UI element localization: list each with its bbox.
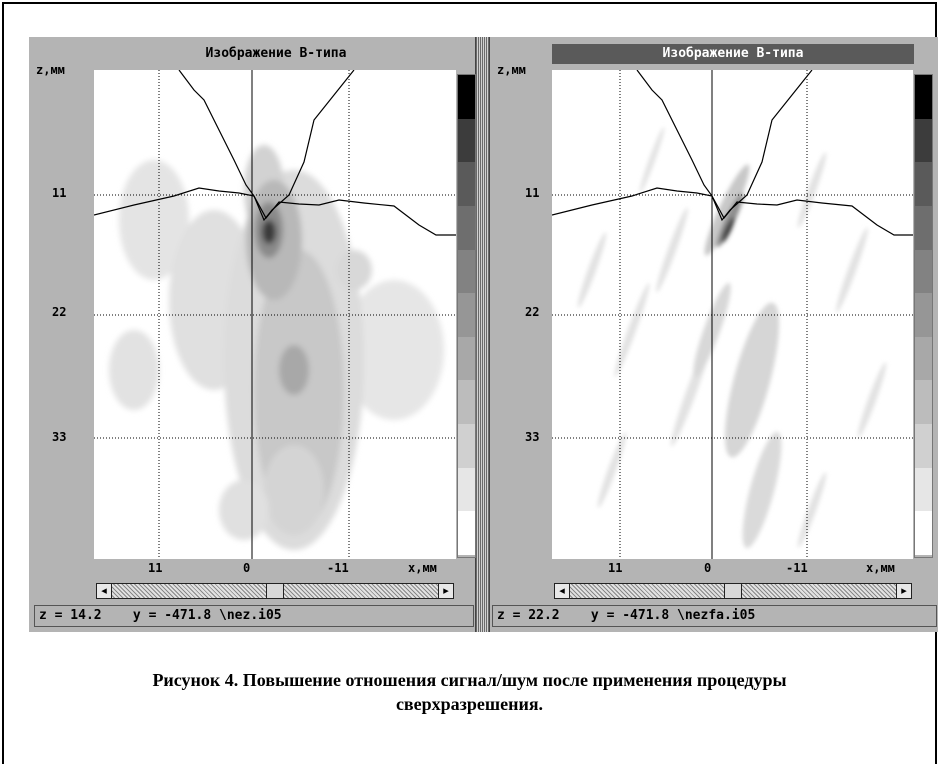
right-scroll-thumb[interactable]	[724, 583, 742, 599]
right-colorbar-swatch	[915, 249, 932, 294]
right-y-tick-1: 11	[525, 186, 540, 200]
left-z-axis-label: z,мм	[36, 63, 65, 77]
right-colorbar-swatch	[915, 293, 932, 337]
left-bscan-svg	[94, 70, 456, 559]
left-bscan-plot[interactable]	[94, 70, 456, 559]
right-scroll-left-icon[interactable]: ◂	[554, 583, 570, 599]
left-colorbar-swatch	[458, 336, 475, 381]
right-y-tick-3: 33	[525, 430, 540, 444]
right-panel-title: Изображение B-типа	[552, 44, 914, 64]
left-y-tick-3: 33	[52, 430, 67, 444]
left-scroll-right-icon[interactable]: ▸	[438, 583, 454, 599]
left-grid-dotted	[94, 70, 456, 559]
left-x-tick-2: 0	[243, 561, 251, 575]
left-y-tick-2: 22	[52, 305, 67, 319]
right-z-axis-label: z,мм	[497, 63, 526, 77]
right-status-bar: z = 22.2 y = -471.8 \nezfa.i05	[492, 605, 937, 627]
left-beam-curve	[178, 70, 355, 222]
right-bscan-plot[interactable]	[552, 70, 913, 559]
right-colorbar-swatch	[915, 75, 932, 119]
left-scroll-thumb[interactable]	[266, 583, 284, 599]
right-x-axis-label: x,мм	[866, 561, 895, 575]
left-colorbar-swatch	[458, 118, 475, 163]
right-colorbar-swatch	[915, 162, 932, 206]
left-colorbar-swatch	[458, 205, 475, 250]
right-bscan-svg	[552, 70, 913, 559]
figure-caption: Рисунок 4. Повышение отношения сигнал/шу…	[20, 668, 919, 716]
right-colorbar	[914, 74, 933, 558]
right-colorbar-swatch	[915, 424, 932, 468]
left-aperture-curve	[94, 187, 456, 236]
right-colorbar-swatch	[915, 467, 932, 512]
left-colorbar-swatch	[458, 511, 475, 555]
left-colorbar-swatch	[458, 162, 475, 206]
left-y-tick-1: 11	[52, 186, 67, 200]
right-colorbar-swatch	[915, 511, 932, 555]
caption-line-1: Рисунок 4. Повышение отношения сигнал/шу…	[152, 670, 787, 690]
right-colorbar-swatch	[915, 205, 932, 250]
left-colorbar	[457, 74, 476, 558]
right-colorbar-swatch	[915, 336, 932, 381]
caption-line-2: сверхразрешения.	[395, 694, 544, 714]
left-x-tick-3: -11	[327, 561, 349, 575]
left-colorbar-swatch	[458, 380, 475, 424]
left-x-axis-label: x,мм	[408, 561, 437, 575]
panel-splitter[interactable]	[475, 37, 490, 632]
right-colorbar-swatch	[915, 380, 932, 424]
right-x-tick-3: -11	[786, 561, 808, 575]
left-colorbar-swatch	[458, 293, 475, 337]
right-x-tick-1: 11	[608, 561, 623, 575]
right-y-tick-2: 22	[525, 305, 540, 319]
left-colorbar-swatch	[458, 75, 475, 119]
left-colorbar-swatch	[458, 424, 475, 468]
left-scrollbar[interactable]: ◂ ▸	[96, 583, 454, 599]
left-scroll-left-icon[interactable]: ◂	[96, 583, 112, 599]
left-x-tick-1: 11	[148, 561, 163, 575]
right-grid-dotted	[552, 70, 913, 559]
right-beam-curve	[636, 70, 813, 222]
right-scrollbar[interactable]: ◂ ▸	[554, 583, 912, 599]
right-colorbar-swatch	[915, 118, 932, 163]
left-colorbar-swatch	[458, 249, 475, 294]
left-panel-title: Изображение B-типа	[205, 46, 347, 61]
right-echo-streaks	[577, 127, 887, 549]
left-echo-speckle	[109, 145, 444, 550]
right-aperture-curve	[552, 187, 913, 236]
right-x-tick-2: 0	[704, 561, 712, 575]
right-scroll-right-icon[interactable]: ▸	[896, 583, 912, 599]
left-status-bar: z = 14.2 y = -471.8 \nez.i05	[34, 605, 474, 627]
left-colorbar-swatch	[458, 467, 475, 512]
